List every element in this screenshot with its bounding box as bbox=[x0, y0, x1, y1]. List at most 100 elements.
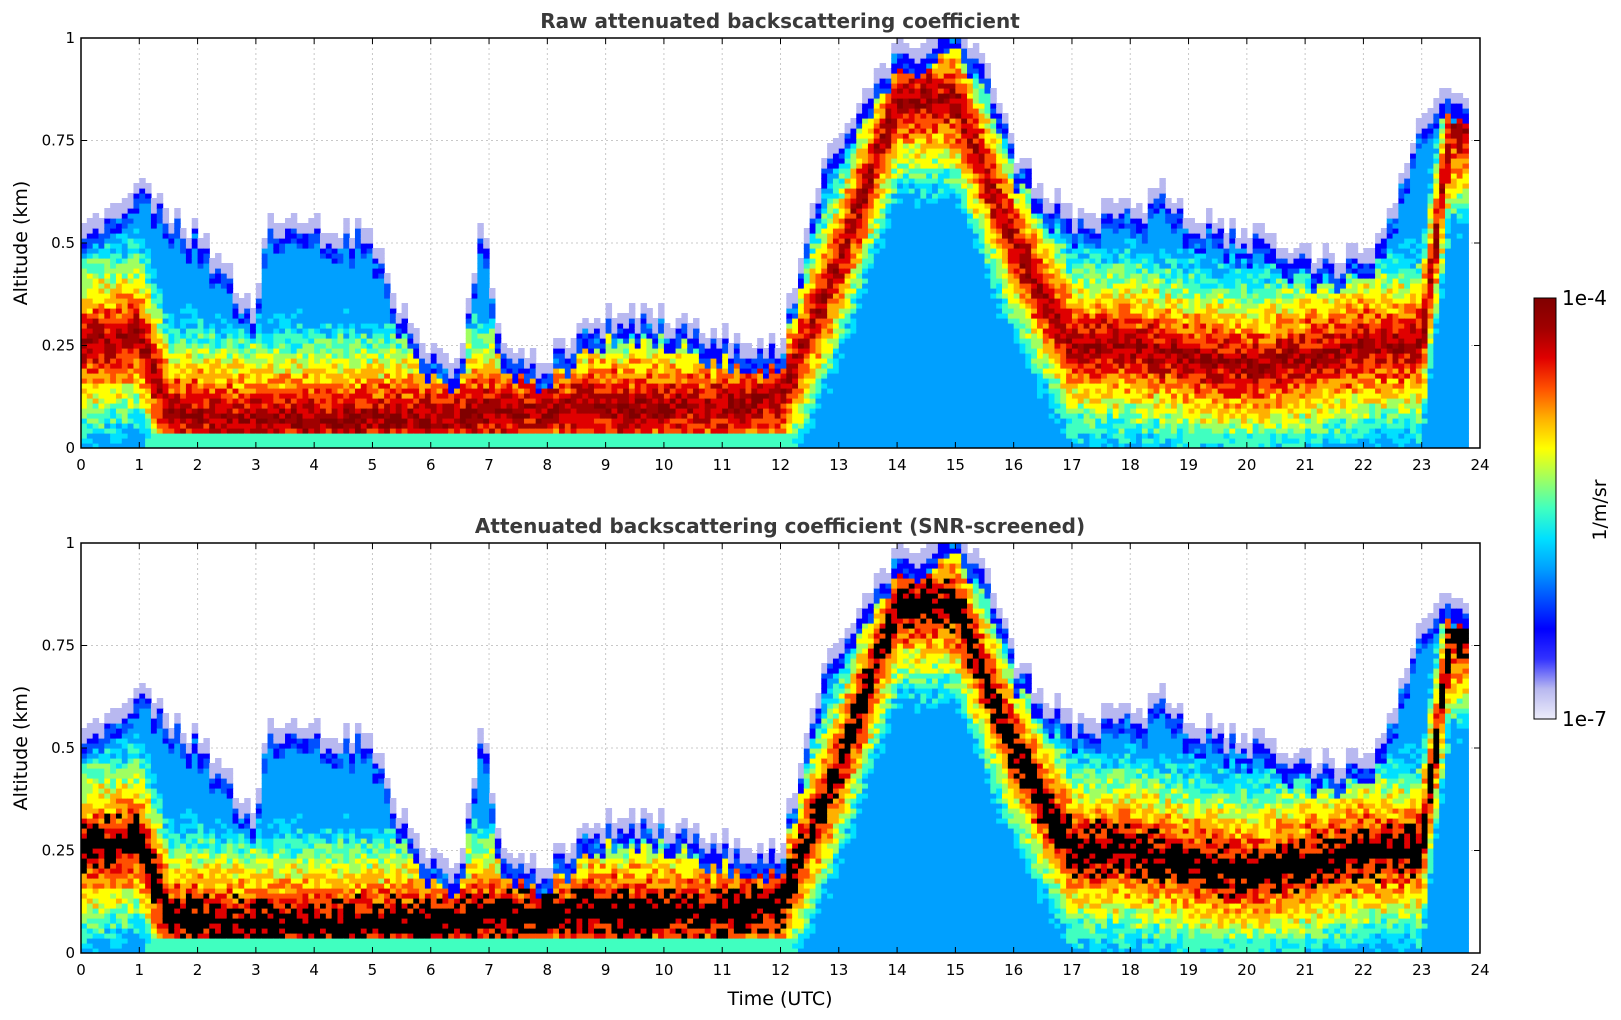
raw-heatmap-cell bbox=[209, 378, 216, 384]
raw-heatmap-cell bbox=[115, 298, 123, 304]
raw-heatmap-cell bbox=[873, 288, 881, 294]
raw-heatmap-cell bbox=[564, 378, 572, 384]
raw-heatmap-cell bbox=[698, 403, 706, 409]
raw-heatmap-cell bbox=[506, 433, 513, 439]
raw-heatmap-cell bbox=[104, 348, 111, 354]
raw-heatmap-cell bbox=[384, 403, 391, 409]
raw-heatmap-cell bbox=[640, 358, 648, 364]
raw-heatmap-cell bbox=[838, 133, 846, 139]
raw-heatmap-cell bbox=[343, 313, 350, 319]
raw-heatmap-cell bbox=[110, 348, 117, 354]
raw-heatmap-cell bbox=[809, 223, 817, 229]
raw-heatmap-cell bbox=[255, 428, 263, 434]
raw-heatmap-cell bbox=[180, 243, 187, 249]
raw-heatmap-cell bbox=[506, 413, 513, 419]
raw-heatmap-cell bbox=[576, 388, 583, 394]
raw-heatmap-cell bbox=[663, 428, 671, 434]
raw-heatmap-cell bbox=[483, 413, 490, 419]
raw-heatmap-cell bbox=[121, 378, 129, 384]
raw-heatmap-cell bbox=[121, 203, 129, 209]
raw-heatmap-cell bbox=[121, 433, 129, 439]
raw-heatmap-cell bbox=[290, 313, 298, 319]
raw-heatmap-cell bbox=[360, 288, 368, 294]
raw-heatmap-cell bbox=[465, 378, 473, 384]
raw-heatmap-cell bbox=[255, 313, 263, 319]
raw-heatmap-cell bbox=[86, 323, 94, 329]
raw-heatmap-cell bbox=[681, 313, 688, 319]
raw-heatmap-cell bbox=[325, 318, 333, 324]
raw-heatmap-cell bbox=[809, 233, 817, 239]
raw-heatmap-cell bbox=[844, 208, 852, 214]
raw-heatmap-cell bbox=[745, 378, 752, 384]
raw-heatmap-cell bbox=[378, 338, 385, 344]
raw-heatmap-cell bbox=[407, 438, 414, 444]
raw-heatmap-cell bbox=[401, 378, 409, 384]
raw-heatmap-cell bbox=[220, 408, 228, 414]
raw-heatmap-cell bbox=[162, 433, 170, 439]
raw-heatmap-cell bbox=[203, 433, 210, 439]
raw-heatmap-cell bbox=[127, 268, 135, 274]
raw-heatmap-cell bbox=[378, 253, 385, 259]
raw-heatmap-cell bbox=[150, 278, 158, 284]
raw-heatmap-cell bbox=[873, 328, 881, 334]
raw-heatmap-cell bbox=[285, 268, 292, 274]
raw-heatmap-cell bbox=[844, 373, 852, 379]
raw-heatmap-cell bbox=[250, 443, 257, 448]
raw-heatmap-cell bbox=[681, 403, 688, 409]
raw-heatmap-cell bbox=[430, 423, 438, 429]
raw-heatmap-cell bbox=[290, 413, 298, 419]
raw-heatmap-cell bbox=[681, 388, 688, 394]
raw-heatmap-cell bbox=[331, 233, 339, 239]
raw-heatmap-cell bbox=[244, 308, 251, 314]
raw-heatmap-cell bbox=[669, 418, 677, 424]
raw-heatmap-cell bbox=[611, 393, 618, 399]
raw-heatmap-cell bbox=[255, 288, 263, 294]
raw-heatmap-cell bbox=[844, 353, 852, 359]
raw-heatmap-cell bbox=[220, 308, 228, 314]
raw-heatmap-cell bbox=[856, 123, 863, 129]
raw-heatmap-cell bbox=[436, 358, 444, 364]
raw-heatmap-cell bbox=[722, 333, 729, 339]
raw-heatmap-cell bbox=[133, 318, 140, 324]
raw-heatmap-cell bbox=[296, 403, 304, 409]
raw-heatmap-cell bbox=[121, 408, 129, 414]
raw-heatmap-cell bbox=[850, 403, 857, 409]
raw-heatmap-cell bbox=[325, 428, 333, 434]
raw-heatmap-cell bbox=[669, 363, 677, 369]
raw-heatmap-cell bbox=[81, 388, 88, 394]
raw-heatmap-cell bbox=[593, 318, 601, 324]
raw-heatmap-cell bbox=[121, 208, 129, 214]
raw-heatmap-cell bbox=[197, 318, 205, 324]
raw-heatmap-cell bbox=[757, 423, 764, 429]
raw-heatmap-cell bbox=[430, 408, 438, 414]
raw-heatmap-cell bbox=[693, 403, 700, 409]
raw-heatmap-cell bbox=[838, 293, 846, 299]
raw-heatmap-cell bbox=[436, 368, 444, 374]
raw-heatmap-cell bbox=[308, 388, 315, 394]
raw-heatmap-cell bbox=[413, 418, 420, 424]
raw-heatmap-cell bbox=[751, 358, 758, 364]
raw-heatmap-cell bbox=[180, 363, 187, 369]
raw-heatmap-cell bbox=[663, 338, 671, 344]
raw-heatmap-cell bbox=[127, 408, 135, 414]
raw-heatmap-cell bbox=[646, 383, 653, 389]
raw-heatmap-cell bbox=[401, 343, 409, 349]
raw-heatmap-cell bbox=[360, 348, 368, 354]
raw-heatmap-cell bbox=[92, 443, 100, 448]
raw-heatmap-cell bbox=[308, 378, 315, 384]
raw-heatmap-cell bbox=[168, 268, 175, 274]
raw-heatmap-cell bbox=[663, 403, 671, 409]
raw-heatmap-cell bbox=[809, 358, 817, 364]
raw-heatmap-cell bbox=[844, 418, 852, 424]
raw-heatmap-cell bbox=[867, 98, 875, 104]
raw-heatmap-cell bbox=[145, 348, 152, 354]
raw-heatmap-cell bbox=[529, 413, 537, 419]
raw-heatmap-cell bbox=[827, 218, 834, 224]
raw-heatmap-cell bbox=[156, 293, 164, 299]
raw-heatmap-cell bbox=[296, 433, 304, 439]
raw-heatmap-cell bbox=[885, 343, 892, 349]
raw-heatmap-cell bbox=[168, 253, 175, 259]
raw-heatmap-cell bbox=[215, 323, 222, 329]
raw-heatmap-cell bbox=[139, 378, 146, 384]
raw-heatmap-cell bbox=[320, 303, 327, 309]
